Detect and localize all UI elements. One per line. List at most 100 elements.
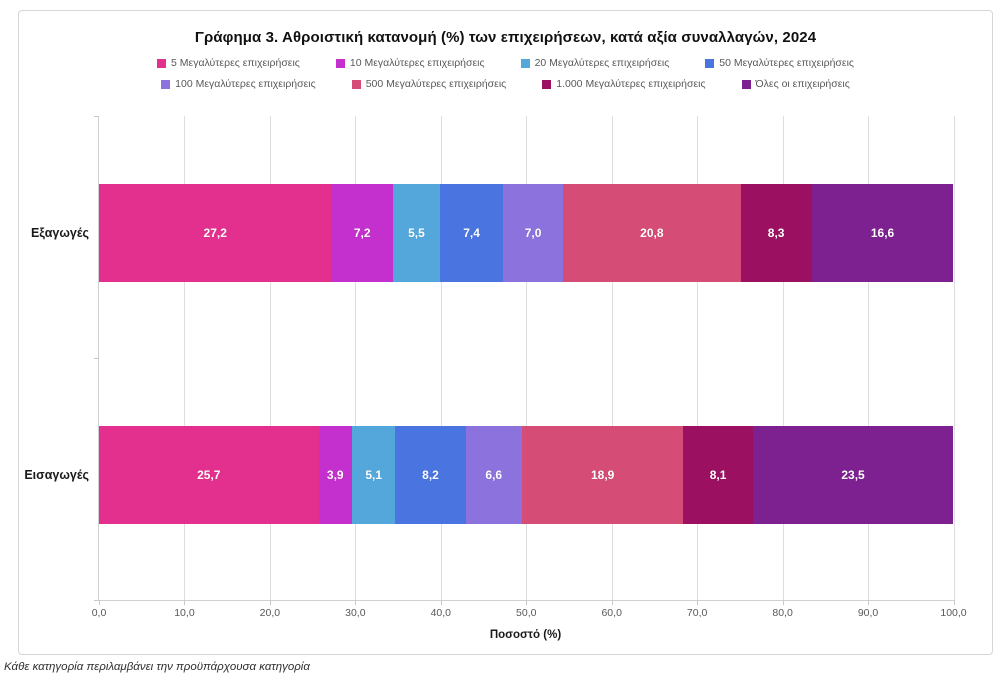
bar-segment: 3,9 [318, 426, 352, 524]
gridline [184, 116, 186, 600]
segment-value-label: 5,1 [365, 468, 383, 482]
segment-value-label: 3,9 [326, 468, 344, 482]
y-axis-tick [94, 358, 99, 359]
bar-segment: 27,2 [99, 184, 332, 282]
legend-item: Όλες οι επιχειρήσεις [741, 78, 850, 90]
x-tick-label: 60,0 [601, 607, 622, 619]
legend-row: 100 Μεγαλύτερες επιχειρήσεις 500 Μεγαλύτε… [161, 78, 850, 90]
gridline [269, 116, 271, 600]
bar-segment: 5,1 [351, 426, 396, 524]
segment-value-label: 16,6 [870, 226, 895, 240]
legend-label: 50 Μεγαλύτερες επιχειρήσεις [719, 57, 854, 69]
chart-title: Γράφημα 3. Αθροιστική κατανομή (%) των ε… [194, 29, 817, 46]
segment-value-label: 8,2 [422, 468, 439, 482]
gridline [526, 116, 528, 600]
bar-segment: 8,3 [740, 184, 812, 282]
x-tick-label: 100,0 [940, 607, 967, 619]
x-axis-tick [269, 600, 271, 605]
x-axis-tick [611, 600, 613, 605]
x-axis-tick [99, 600, 100, 605]
legend-label: 20 Μεγαλύτερες επιχειρήσεις [534, 57, 670, 69]
segment-value-label: 7,4 [463, 226, 480, 240]
legend-swatch-icon [741, 79, 751, 89]
x-tick-label: 70,0 [686, 607, 708, 619]
bar-row: 27,2 7,2 5,5 7,4 7,0 20,8 8,3 16,6 [99, 184, 954, 282]
legend-swatch-icon [705, 58, 715, 68]
x-axis-tick [953, 600, 955, 605]
x-axis-tick [697, 600, 699, 605]
legend-swatch-icon [335, 58, 345, 68]
segment-value-label: 25,7 [197, 468, 221, 482]
x-axis-tick [868, 600, 870, 605]
segment-value-label: 27,2 [203, 226, 227, 240]
x-tick-label: 30,0 [345, 607, 366, 619]
gridline [782, 116, 784, 600]
x-axis-tick [782, 600, 784, 605]
x-tick-label: 10,0 [174, 607, 195, 619]
bar-segment: 7,0 [503, 184, 563, 282]
x-tick-label: 0,0 [91, 607, 107, 619]
segment-value-label: 8,3 [767, 226, 785, 240]
category-label: Εισαγωγές [24, 468, 89, 482]
segment-value-label: 23,5 [841, 468, 865, 482]
legend-swatch-icon [157, 58, 167, 68]
legend-label: Όλες οι επιχειρήσεις [755, 78, 850, 90]
segment-value-label: 20,8 [640, 226, 664, 240]
bar-segment: 8,1 [683, 426, 753, 524]
segment-value-label: 8,1 [709, 468, 727, 482]
segment-value-label: 5,5 [408, 226, 425, 240]
legend-label: 500 Μεγαλύτερες επιχειρήσεις [365, 78, 507, 90]
legend-item: 20 Μεγαλύτερες επιχειρήσεις [520, 57, 670, 69]
legend-item: 10 Μεγαλύτερες επιχειρήσεις [335, 57, 485, 69]
legend-swatch-icon [520, 58, 530, 68]
legend-swatch-icon [542, 79, 552, 89]
bar-row: 25,7 3,9 5,1 8,2 6,6 18,9 8,1 23,5 [99, 426, 954, 524]
segment-value-label: 18,9 [591, 468, 615, 482]
legend-label: 5 Μεγαλύτερες επιχειρήσεις [171, 57, 300, 69]
x-tick-label: 40,0 [430, 607, 452, 619]
chart-figure: Γράφημα 3. Αθροιστική κατανομή (%) των ε… [18, 10, 993, 655]
bar-segment: 16,6 [811, 184, 954, 282]
legend: 5 Μεγαλύτερες επιχειρήσεις 10 Μεγαλύτερες… [19, 57, 992, 90]
segment-value-label: 7,0 [524, 226, 542, 240]
bar-segment: 25,7 [99, 426, 319, 524]
x-tick-label: 80,0 [772, 607, 793, 619]
legend-label: 10 Μεγαλύτερες επιχειρήσεις [349, 57, 485, 69]
gridline [611, 116, 613, 600]
legend-item: 100 Μεγαλύτερες επιχειρήσεις [161, 78, 316, 90]
y-axis-tick [94, 116, 99, 117]
bar-segment: 7,4 [439, 184, 504, 282]
legend-label: 1.000 Μεγαλύτερες επιχειρήσεις [556, 78, 706, 90]
gridline [697, 116, 699, 600]
legend-item: 1.000 Μεγαλύτερες επιχειρήσεις [542, 78, 706, 90]
x-axis-tick [355, 600, 357, 605]
gridline [868, 116, 870, 600]
legend-item: 500 Μεγαλύτερες επιχειρήσεις [351, 78, 507, 90]
bar-segment: 8,2 [395, 426, 466, 524]
legend-label: 100 Μεγαλύτερες επιχειρήσεις [175, 78, 316, 90]
x-axis-tick [184, 600, 186, 605]
x-tick-label: 90,0 [857, 607, 879, 619]
legend-swatch-icon [351, 79, 361, 89]
x-tick-label: 20,0 [259, 607, 281, 619]
category-label: Εξαγωγές [30, 226, 89, 240]
bar-segment: 6,6 [465, 426, 522, 524]
segment-value-label: 6,6 [485, 468, 503, 482]
x-axis-tick [526, 600, 528, 605]
gridline [355, 116, 357, 600]
y-axis-tick [94, 600, 99, 601]
gridline [440, 116, 442, 600]
gridline [953, 116, 955, 600]
legend-item: 50 Μεγαλύτερες επιχειρήσεις [705, 57, 854, 69]
bar-segment: 20,8 [562, 184, 741, 282]
legend-swatch-icon [161, 79, 171, 89]
legend-row: 5 Μεγαλύτερες επιχειρήσεις 10 Μεγαλύτερες… [157, 57, 854, 69]
segment-value-label: 7,2 [353, 226, 371, 240]
x-tick-label: 50,0 [516, 607, 537, 619]
x-axis-title: Ποσοστό (%) [489, 629, 562, 641]
plot-area: 0,0 10,0 20,0 30,0 40,0 50,0 60,0 70,0 80,0 90,0 1… [24, 116, 967, 619]
bar-segment: 5,5 [392, 184, 440, 282]
bar-segment: 7,2 [331, 184, 393, 282]
chart-footnote: Κάθε κατηγορία περιλαμβάνει την προϋπάρχ… [4, 661, 310, 673]
x-axis-tick [440, 600, 442, 605]
